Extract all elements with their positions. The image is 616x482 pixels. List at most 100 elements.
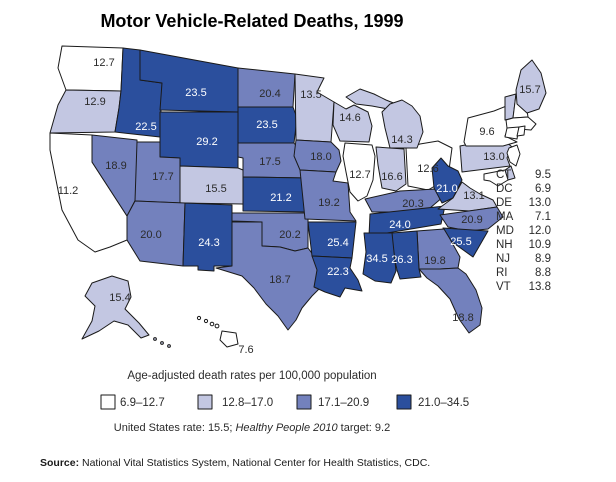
source-line: Source: National Vital Statistics System…	[40, 457, 430, 469]
alaska-island	[153, 337, 157, 341]
state-tn	[368, 205, 446, 237]
legend-swatch-2	[197, 394, 213, 410]
legend-swatch-1	[100, 394, 116, 410]
state-or-value: 12.9	[84, 96, 105, 108]
state-wy-value: 29.2	[196, 136, 217, 148]
state-al-value: 26.3	[391, 254, 412, 266]
small-states-list: CT 9.5 DC 6.9 DE 13.0 MA 7.1 MD 12.0 NH …	[496, 169, 551, 293]
source-label: Source:	[40, 457, 79, 469]
hawaii-island	[209, 321, 215, 327]
state-ms-value: 34.5	[366, 253, 387, 265]
state-sd-value: 23.5	[256, 119, 277, 131]
list-value-ct: 9.5	[535, 169, 551, 181]
state-ga-value: 19.8	[424, 255, 445, 267]
state-ak	[81, 275, 150, 340]
state-tx-value: 18.7	[269, 274, 290, 286]
list-value-ma: 7.1	[535, 211, 551, 223]
state-ar-value: 25.4	[327, 237, 348, 249]
list-abbr-ri: RI	[496, 267, 508, 279]
list-abbr-nh: NH	[496, 239, 513, 251]
list-value-nj: 8.9	[535, 253, 551, 265]
list-value-dc: 6.9	[535, 183, 551, 195]
state-md	[483, 169, 509, 187]
state-tn-value: 24.0	[389, 219, 410, 231]
state-mo-value: 19.2	[318, 197, 339, 209]
state-ri	[516, 125, 526, 137]
legend-swatch-3	[296, 394, 312, 410]
hawaii-island	[196, 315, 202, 321]
state-ia-value: 18.0	[310, 151, 331, 163]
state-ny-value: 9.6	[479, 126, 494, 138]
legend-range-4: 21.0–34.5	[418, 397, 469, 409]
list-abbr-dc: DC	[496, 183, 513, 195]
list-abbr-ct: CT	[496, 169, 511, 181]
list-value-md: 12.0	[529, 225, 551, 237]
us-rate-note-prefix: United States rate: 15.5;	[114, 422, 236, 434]
state-nv-value: 18.9	[105, 160, 126, 172]
state-ca-value: 11.2	[58, 185, 79, 197]
hawaii-island	[203, 318, 209, 324]
state-wa-value: 12.7	[93, 57, 114, 69]
source-text: National Vital Statistics System, Nation…	[79, 457, 430, 469]
state-wv	[431, 157, 463, 204]
state-ia	[293, 139, 342, 173]
list-abbr-ma: MA	[496, 211, 514, 223]
list-value-ri: 8.8	[535, 267, 551, 279]
state-co-value: 15.5	[205, 183, 226, 195]
state-la	[311, 255, 363, 298]
list-value-vt: 13.8	[529, 281, 551, 293]
state-id-value: 22.5	[135, 121, 156, 133]
state-in	[375, 146, 407, 192]
state-il	[342, 142, 376, 202]
state-hi-value: 7.6	[238, 344, 253, 356]
hawaii-big-island	[219, 330, 239, 348]
state-fl-value: 18.8	[452, 312, 473, 324]
legend-range-2: 12.8–17.0	[222, 397, 273, 409]
state-pa-value: 13.0	[483, 151, 504, 163]
state-nc-value: 20.9	[461, 214, 482, 226]
state-wv-value: 21.0	[436, 183, 457, 195]
state-mi-value: 14.3	[391, 134, 412, 146]
alaska-island	[160, 341, 164, 345]
state-ak-value: 15.4	[109, 292, 130, 304]
us-map: 12.7 12.9 11.2 18.9 22.5 17.7 20.0 23.5 …	[49, 45, 547, 356]
list-abbr-nj: NJ	[496, 253, 510, 265]
state-nm-value: 24.3	[198, 237, 219, 249]
state-nc	[439, 206, 504, 232]
state-il-value: 12.7	[349, 169, 370, 181]
alaska-island	[167, 344, 171, 348]
state-wi	[332, 101, 373, 143]
state-mo	[299, 169, 357, 222]
state-mn-value: 13.5	[300, 89, 321, 101]
list-abbr-md: MD	[496, 225, 514, 237]
state-in-value: 16.6	[381, 171, 402, 183]
state-ne-value: 17.5	[259, 156, 280, 168]
us-rate-note: United States rate: 15.5; Healthy People…	[114, 422, 390, 434]
state-la-value: 22.3	[327, 266, 348, 278]
state-va-value: 13.1	[463, 190, 484, 202]
state-mn	[294, 73, 335, 143]
state-me	[515, 59, 547, 114]
state-az-value: 20.0	[140, 229, 161, 241]
state-ct	[504, 126, 520, 140]
state-oh-value: 12.6	[417, 163, 438, 175]
us-rate-note-suffix: target: 9.2	[338, 422, 391, 434]
state-ok-value: 20.2	[279, 229, 300, 241]
list-abbr-vt: VT	[496, 281, 511, 293]
state-ks-value: 21.2	[270, 192, 291, 204]
state-ut-value: 17.7	[152, 171, 173, 183]
state-wi-value: 14.6	[339, 112, 360, 124]
list-value-de: 13.0	[529, 197, 551, 209]
state-ms	[362, 232, 397, 284]
state-nj	[506, 144, 521, 167]
state-fl	[418, 267, 483, 334]
state-ky	[364, 188, 444, 213]
legend-caption: Age-adjusted death rates per 100,000 pop…	[127, 370, 376, 382]
legend-range-3: 17.1–20.9	[318, 397, 369, 409]
legend: Age-adjusted death rates per 100,000 pop…	[100, 370, 469, 434]
state-me-value: 15.7	[519, 84, 540, 96]
state-mt-value: 23.5	[185, 87, 206, 99]
list-abbr-de: DE	[496, 197, 512, 209]
